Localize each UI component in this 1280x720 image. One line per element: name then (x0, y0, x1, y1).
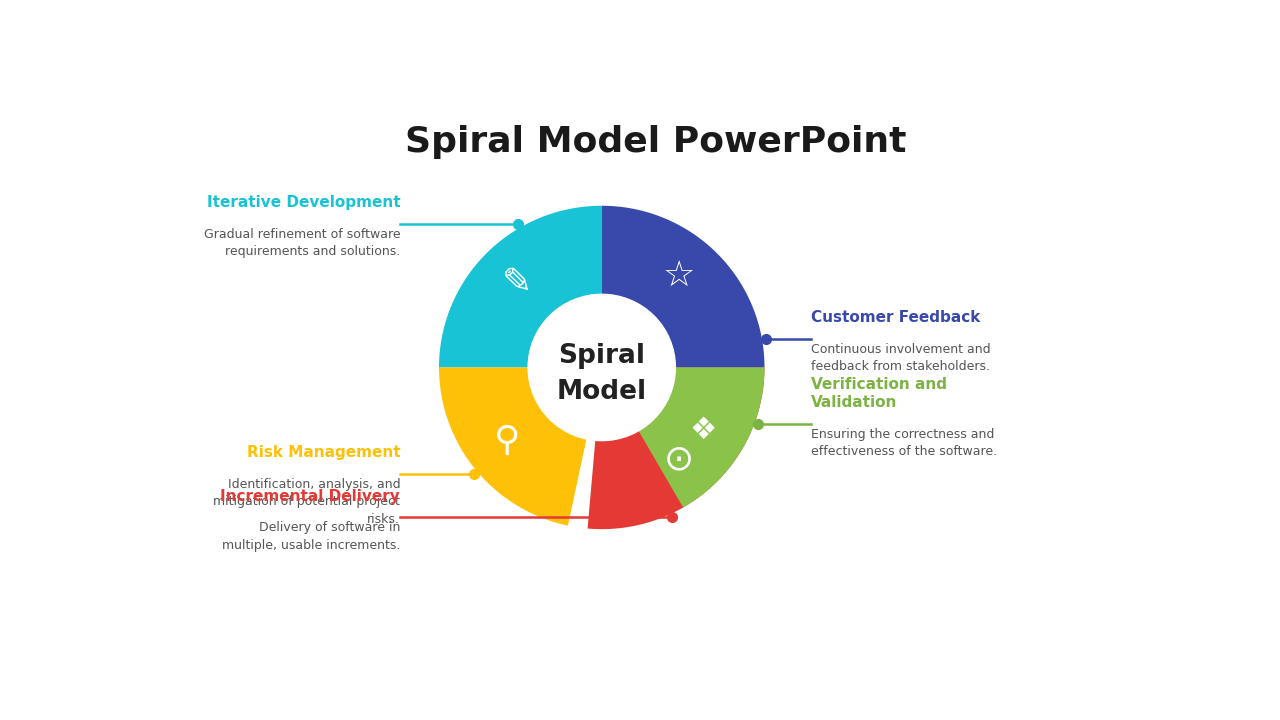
Text: Verification and
Validation: Verification and Validation (812, 377, 947, 410)
Text: Customer Feedback: Customer Feedback (812, 310, 980, 325)
Text: ⚲: ⚲ (494, 424, 521, 458)
Text: Delivery of software in
multiple, usable increments.: Delivery of software in multiple, usable… (221, 521, 401, 552)
Polygon shape (639, 367, 764, 508)
Polygon shape (602, 206, 764, 367)
Text: ⊙: ⊙ (664, 442, 694, 476)
Polygon shape (439, 206, 602, 367)
Text: Gradual refinement of software
requirements and solutions.: Gradual refinement of software requireme… (204, 228, 401, 258)
Text: Ensuring the correctness and
effectiveness of the software.: Ensuring the correctness and effectivene… (812, 428, 997, 459)
Text: ✎: ✎ (502, 266, 532, 300)
Polygon shape (439, 367, 586, 526)
Polygon shape (588, 367, 764, 529)
Text: ☆: ☆ (663, 259, 695, 293)
Text: Identification, analysis, and
mitigation of potential project
risks.: Identification, analysis, and mitigation… (214, 477, 401, 526)
Circle shape (529, 294, 676, 441)
Text: Spiral Model PowerPoint: Spiral Model PowerPoint (406, 125, 906, 159)
Text: Iterative Development: Iterative Development (206, 195, 401, 210)
Text: Spiral
Model: Spiral Model (557, 343, 646, 405)
Text: ❖: ❖ (690, 416, 717, 445)
Text: Continuous involvement and
feedback from stakeholders.: Continuous involvement and feedback from… (812, 343, 991, 373)
Text: Risk Management: Risk Management (247, 445, 401, 460)
Text: Incremental Delivery: Incremental Delivery (220, 489, 401, 503)
